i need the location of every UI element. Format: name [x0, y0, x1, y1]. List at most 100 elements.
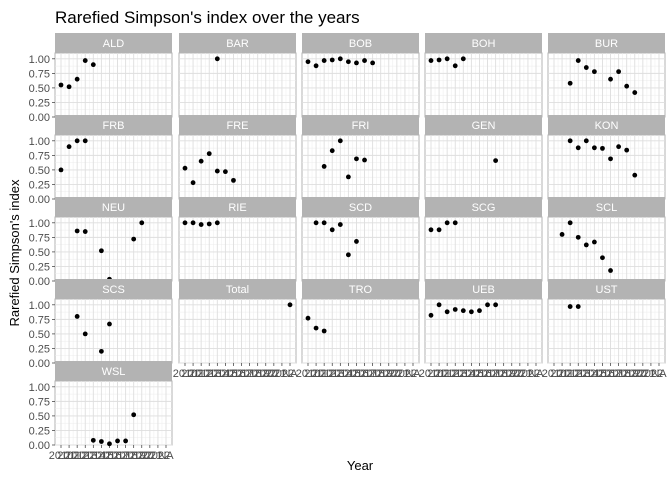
x-tick-label: 2022 [516, 368, 540, 380]
x-tick-label: 2020 [623, 368, 647, 380]
data-point [131, 412, 137, 418]
data-point [198, 222, 204, 227]
facet-strip [55, 33, 172, 53]
y-tick-label: 0.50 [29, 411, 50, 423]
data-point [583, 242, 589, 248]
x-tick-label: 2018 [606, 368, 630, 380]
data-point [624, 147, 630, 153]
data-point [74, 138, 80, 144]
facet-tro: TRO2010201120122013201420152016201720182… [296, 279, 421, 380]
facet-strip [55, 197, 172, 217]
x-tick-label: 2011 [304, 368, 328, 380]
facet-bar: BAR [178, 33, 297, 118]
facet-strip-label: FRE [227, 120, 249, 132]
facet-strip [548, 197, 665, 217]
data-point [313, 63, 319, 69]
y-tick-label: 1.00 [29, 54, 50, 66]
data-point [231, 177, 236, 183]
data-point [74, 228, 80, 234]
data-point [206, 221, 212, 227]
x-tick-label: 2018 [360, 368, 384, 380]
x-tick-label: 2017 [105, 450, 129, 462]
facet-strip [548, 115, 665, 135]
facet-strip [548, 33, 665, 53]
x-tick-label: 2015 [213, 368, 237, 380]
facet-boh: BOH [424, 33, 543, 118]
x-tick-label: 2022 [270, 368, 294, 380]
facet-strip [425, 33, 542, 53]
facet-strip-label: WSL [102, 366, 126, 378]
facet-strip-label: BUR [595, 38, 618, 50]
data-point [321, 220, 327, 226]
data-point [591, 145, 597, 151]
x-tick-label: 2020 [500, 368, 524, 380]
facet-fre: FRE [178, 115, 297, 200]
x-tick-label: 2013 [566, 368, 590, 380]
facet-strip-label: SCG [472, 202, 496, 214]
facet-strip [302, 115, 419, 135]
facet-strip-label: BOB [349, 38, 372, 50]
facet-strip-label: UST [596, 284, 618, 296]
facet-rie: RIE [178, 197, 297, 282]
x-tick-label: 2015 [582, 368, 606, 380]
data-point [329, 148, 335, 154]
data-point [123, 438, 129, 444]
x-tick-label: 2014 [574, 368, 598, 380]
x-tick-label: 2021 [138, 450, 162, 462]
x-tick-label: 2014 [205, 368, 229, 380]
facet-strip [548, 279, 665, 299]
data-point [567, 138, 573, 144]
data-point [321, 328, 327, 334]
x-tick-label: 2020 [130, 450, 154, 462]
x-tick-label: 2019 [368, 368, 392, 380]
facet-strip-label: RIE [228, 202, 246, 214]
facet-neu: NEU 0.00 0.25 0.50 0.75 1.00 [29, 197, 173, 288]
y-tick-label: 0.75 [29, 232, 50, 244]
data-point [428, 312, 434, 318]
data-point [354, 239, 359, 244]
data-point [444, 220, 450, 226]
data-point [452, 307, 458, 312]
facet-strip-label: Total [226, 284, 249, 296]
data-point [460, 308, 466, 314]
data-point [206, 151, 212, 157]
data-point [583, 65, 589, 70]
data-point [329, 227, 335, 233]
y-tick-label: 0.00 [29, 440, 50, 452]
data-point [337, 138, 343, 144]
data-point [182, 165, 188, 171]
y-tick-label: 0.00 [29, 276, 50, 288]
data-point [115, 438, 120, 444]
facet-strip [302, 33, 419, 53]
data-point [624, 83, 630, 89]
data-point [74, 76, 80, 82]
data-point [616, 69, 622, 75]
facet-kon: KON [547, 115, 666, 200]
y-tick-label: 0.50 [29, 247, 50, 259]
data-point [305, 59, 311, 65]
data-point [313, 220, 319, 226]
data-point [452, 220, 458, 226]
x-tick-label: 2016 [467, 368, 491, 380]
data-point [608, 156, 613, 162]
data-point [82, 229, 88, 234]
facet-strip-label: FRB [103, 120, 125, 132]
y-tick-label: 0.25 [29, 343, 50, 355]
data-point [58, 167, 64, 173]
facet-strip [55, 361, 172, 381]
y-tick-label: 0.75 [29, 396, 50, 408]
facet-wsl: WSL0.000.250.500.751.0020102011201220132… [29, 361, 174, 462]
x-tick-label: 2019 [491, 368, 515, 380]
data-point [66, 84, 72, 90]
x-tick-label: 2010 [173, 368, 197, 380]
data-point [444, 56, 450, 62]
y-tick-label: 1.00 [29, 382, 50, 394]
y-tick-label: 0.25 [29, 261, 50, 273]
data-point [583, 138, 589, 144]
facet-strip [179, 33, 296, 53]
x-tick-label: 2012 [189, 368, 213, 380]
facet-gen: GEN [424, 115, 543, 200]
data-point [98, 248, 104, 254]
x-tick-label: 2017 [598, 368, 622, 380]
data-point [608, 76, 613, 82]
